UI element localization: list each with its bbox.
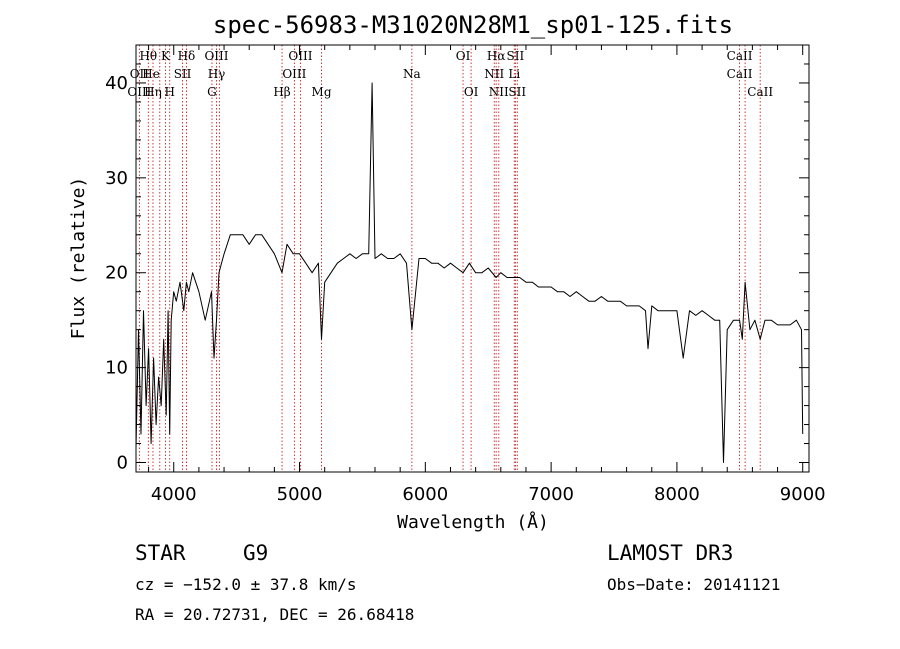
x-tick-label-4: 8000	[654, 484, 700, 505]
y-tick-label-4: 40	[105, 73, 128, 94]
subclass-label: G9	[243, 541, 268, 565]
line-label-10: Hγ	[208, 67, 226, 81]
y-tick-label-0: 0	[117, 453, 128, 474]
x-tick-label-3: 7000	[528, 484, 574, 505]
line-label-27: CaII	[747, 85, 773, 99]
x-tick-label-0: 4000	[151, 484, 197, 505]
line-label-11: G	[207, 85, 217, 99]
line-label-14: Hβ	[273, 85, 290, 99]
y-axis-ticks: 0 10 20 30 40	[105, 63, 809, 474]
line-label-2: OIII	[127, 85, 151, 99]
line-label-3: K	[161, 49, 171, 63]
y-tick-label-3: 30	[105, 168, 128, 189]
line-label-23: NII	[489, 85, 509, 99]
x-axis-ticks: 4000 5000 6000 7000 8000 9000	[148, 45, 826, 505]
line-label-15: Mg	[312, 85, 332, 99]
y-axis-title: Flux (relative)	[68, 177, 89, 340]
line-label-19: Hα	[487, 49, 506, 63]
plot-frame	[135, 44, 810, 473]
line-label-13: OIII	[282, 67, 306, 81]
series-line-0	[135, 82, 804, 463]
line-label-20: SII	[507, 49, 525, 63]
spectral-line-labels: Hθ OII OIII KHe Hη H Hδ SII OIII Hγ G OIII OIII Hβ Mg N…	[127, 49, 773, 99]
line-label-4: He	[142, 67, 160, 81]
line-label-16: Na	[403, 67, 421, 81]
x-tick-label-1: 5000	[277, 484, 323, 505]
line-label-22: Li	[508, 67, 520, 81]
x-tick-label-5: 9000	[780, 484, 826, 505]
line-label-12: OIII	[288, 49, 312, 63]
line-label-21: NII	[484, 67, 504, 81]
y-tick-label-1: 10	[105, 358, 128, 379]
spectrum-series	[135, 82, 804, 463]
line-label-6: H	[164, 85, 174, 99]
classification-label: STAR	[135, 541, 186, 565]
line-label-7: Hδ	[178, 49, 196, 63]
line-label-5: Hη	[144, 85, 162, 99]
line-label-9: OIII	[204, 49, 228, 63]
line-label-1: OII	[130, 67, 150, 81]
survey-label: LAMOST DR3	[607, 541, 733, 565]
x-tick-label-2: 6000	[402, 484, 448, 505]
line-label-17: OI	[456, 49, 471, 63]
spectral-line-markers	[138, 45, 761, 472]
coordinates-readout: RA = 20.72731, DEC = 26.68418	[135, 605, 414, 624]
line-label-25: CaII	[727, 49, 753, 63]
chart-title: spec-56983-M31020N28M1_sp01-125.fits	[213, 11, 733, 39]
line-label-0: Hθ	[139, 49, 157, 63]
line-label-8: SII	[174, 67, 192, 81]
observation-date: Obs−Date: 20141121	[607, 575, 780, 594]
x-axis-title: Wavelength (Å)	[397, 511, 549, 533]
redshift-readout: cz = −152.0 ± 37.8 km/s	[135, 575, 357, 594]
line-label-18: OI	[464, 85, 479, 99]
line-label-24: SII	[508, 85, 526, 99]
y-tick-label-2: 20	[105, 263, 128, 284]
line-label-26: CaII	[727, 67, 753, 81]
